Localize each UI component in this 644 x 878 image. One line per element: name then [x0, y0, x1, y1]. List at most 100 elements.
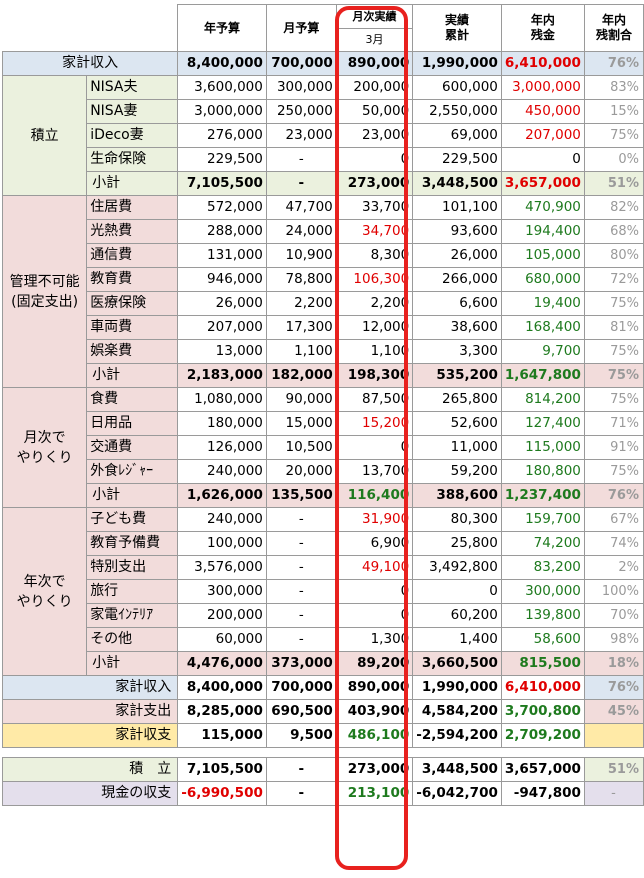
cell-actual[interactable]: 198,300: [335, 363, 414, 388]
cell-annual[interactable]: 240,000: [177, 507, 267, 532]
cell-remaining[interactable]: 105,000: [500, 243, 585, 268]
cell-cumulative[interactable]: 3,300: [412, 339, 502, 364]
cell-annual[interactable]: 3,576,000: [177, 555, 267, 580]
cell-ratio[interactable]: 76%: [583, 483, 644, 508]
cell-ratio[interactable]: 45%: [583, 699, 644, 724]
cell-monthly[interactable]: 300,000: [265, 75, 337, 100]
table-row[interactable]: 管理不可能 (固定支出) 住居費 572,000 47,700 33,700 1…: [1, 195, 644, 388]
cell-ratio[interactable]: 0%: [583, 147, 644, 172]
cell-remaining[interactable]: 470,900: [500, 195, 585, 220]
cell-actual[interactable]: 106,300: [335, 267, 414, 292]
cell-ratio[interactable]: 2%: [583, 555, 644, 580]
cell-annual[interactable]: 276,000: [177, 123, 267, 148]
cell-ratio[interactable]: 76%: [583, 51, 644, 76]
cell-cumulative[interactable]: 52,600: [412, 411, 502, 436]
cell-actual[interactable]: 31,900: [335, 507, 414, 532]
cell-annual[interactable]: 100,000: [177, 531, 267, 556]
cell-annual[interactable]: 2,183,000: [177, 363, 267, 388]
cell-ratio[interactable]: 75%: [583, 459, 644, 484]
cell-annual[interactable]: 946,000: [177, 267, 267, 292]
cell-ratio[interactable]: 68%: [583, 219, 644, 244]
cell-cumulative[interactable]: 26,000: [412, 243, 502, 268]
cell-cumulative[interactable]: 229,500: [412, 147, 502, 172]
cell-monthly[interactable]: 373,000: [265, 651, 337, 676]
cell-remaining[interactable]: 2,709,200: [500, 723, 585, 748]
cell-monthly[interactable]: 10,500: [265, 435, 337, 460]
cell-remaining[interactable]: 74,200: [500, 531, 585, 556]
cell-monthly[interactable]: 700,000: [265, 51, 337, 76]
cell-cumulative[interactable]: -6,042,700: [412, 781, 502, 806]
cell-remaining[interactable]: 3,657,000: [500, 757, 585, 782]
cell-remaining[interactable]: 139,800: [500, 603, 585, 628]
cell-remaining[interactable]: 6,410,000: [500, 51, 585, 76]
cell-actual[interactable]: 273,000: [335, 171, 414, 196]
cell-remaining[interactable]: 180,800: [500, 459, 585, 484]
table-row[interactable]: 娯楽費 13,000 1,100 1,100 3,300 9,700 75%: [3, 339, 644, 364]
table-row[interactable]: 光熱費 288,000 24,000 34,700 93,600 194,400…: [3, 219, 644, 244]
cell-cumulative[interactable]: 25,800: [412, 531, 502, 556]
cell-actual[interactable]: 273,000: [335, 757, 414, 782]
cell-ratio[interactable]: 98%: [583, 627, 644, 652]
table-row[interactable]: 医療保険 26,000 2,200 2,200 6,600 19,400 75%: [3, 291, 644, 316]
subtotal-row-savings[interactable]: 小計 7,105,500 - 273,000 3,448,500 3,657,0…: [2, 171, 644, 196]
cell-remaining[interactable]: 83,200: [500, 555, 585, 580]
cell-monthly[interactable]: -: [265, 555, 337, 580]
cell-cumulative[interactable]: 11,000: [412, 435, 502, 460]
cell-remaining[interactable]: 159,700: [500, 507, 585, 532]
cell-annual[interactable]: 572,000: [177, 195, 267, 220]
cell-monthly[interactable]: 10,900: [265, 243, 337, 268]
cell-monthly[interactable]: 23,000: [265, 123, 337, 148]
cell-cumulative[interactable]: 1,990,000: [412, 675, 502, 700]
cell-ratio[interactable]: 18%: [583, 651, 644, 676]
cell-remaining[interactable]: 168,400: [500, 315, 585, 340]
cell-actual[interactable]: 1,300: [335, 627, 414, 652]
table-row[interactable]: 通信費 131,000 10,900 8,300 26,000 105,000 …: [3, 243, 644, 268]
cell-remaining[interactable]: 127,400: [500, 411, 585, 436]
cell-monthly[interactable]: 78,800: [265, 267, 337, 292]
cell-actual[interactable]: 200,000: [335, 75, 414, 100]
cell-actual[interactable]: 87,500: [335, 387, 414, 412]
subtotal-row-monthly[interactable]: 小計 1,626,000 135,500 116,400 388,600 1,2…: [2, 483, 644, 508]
cell-annual[interactable]: 8,400,000: [177, 51, 267, 76]
cell-actual[interactable]: 2,200: [335, 291, 414, 316]
cell-cumulative[interactable]: 3,448,500: [412, 757, 502, 782]
cell-monthly[interactable]: 47,700: [265, 195, 337, 220]
cell-monthly[interactable]: -: [265, 603, 337, 628]
cell-ratio[interactable]: 70%: [583, 603, 644, 628]
cell-cumulative[interactable]: 0: [412, 579, 502, 604]
table-row[interactable]: 日用品 180,000 15,000 15,200 52,600 127,400…: [3, 411, 644, 436]
cell-cumulative[interactable]: 69,000: [412, 123, 502, 148]
cell-ratio[interactable]: 75%: [583, 291, 644, 316]
cell-cumulative[interactable]: 4,584,200: [412, 699, 502, 724]
cell-actual[interactable]: 8,300: [335, 243, 414, 268]
cell-annual[interactable]: 288,000: [177, 219, 267, 244]
cell-actual[interactable]: 89,200: [335, 651, 414, 676]
cell-remaining[interactable]: 3,700,800: [500, 699, 585, 724]
cell-monthly[interactable]: -: [265, 579, 337, 604]
cell-actual[interactable]: 0: [335, 147, 414, 172]
cell-annual[interactable]: 3,000,000: [177, 99, 267, 124]
summary-row-income[interactable]: 家計収入 8,400,000 700,000 890,000 1,990,000…: [1, 675, 644, 700]
cell-monthly[interactable]: 9,500: [265, 723, 337, 748]
cell-annual[interactable]: 126,000: [177, 435, 267, 460]
cell-monthly[interactable]: 250,000: [265, 99, 337, 124]
bottom-row-cash[interactable]: 現金の収支 -6,990,500 - 213,100 -6,042,700 -9…: [1, 781, 644, 806]
table-row[interactable]: 月次で やりくり 食費 1,080,000 90,000 87,500 265,…: [1, 387, 644, 508]
cell-cumulative[interactable]: 60,200: [412, 603, 502, 628]
cell-remaining[interactable]: -947,800: [500, 781, 585, 806]
cell-annual[interactable]: 7,105,500: [177, 171, 267, 196]
table-row[interactable]: iDeco妻 276,000 23,000 23,000 69,000 207,…: [3, 123, 644, 148]
cell-monthly[interactable]: 690,500: [265, 699, 337, 724]
cell-actual[interactable]: 49,100: [335, 555, 414, 580]
table-row[interactable]: 交通費 126,000 10,500 0 11,000 115,000 91%: [3, 435, 644, 460]
cell-cumulative[interactable]: 3,492,800: [412, 555, 502, 580]
cell-actual[interactable]: 0: [335, 603, 414, 628]
cell-remaining[interactable]: 3,657,000: [500, 171, 585, 196]
cell-cumulative[interactable]: 388,600: [412, 483, 502, 508]
cell-annual[interactable]: 115,000: [177, 723, 267, 748]
cell-monthly[interactable]: 2,200: [265, 291, 337, 316]
cell-actual[interactable]: 0: [335, 579, 414, 604]
cell-monthly[interactable]: -: [265, 757, 337, 782]
cell-remaining[interactable]: 680,000: [500, 267, 585, 292]
table-row[interactable]: 外食ﾚｼﾞｬｰ 240,000 20,000 13,700 59,200 180…: [3, 459, 644, 484]
